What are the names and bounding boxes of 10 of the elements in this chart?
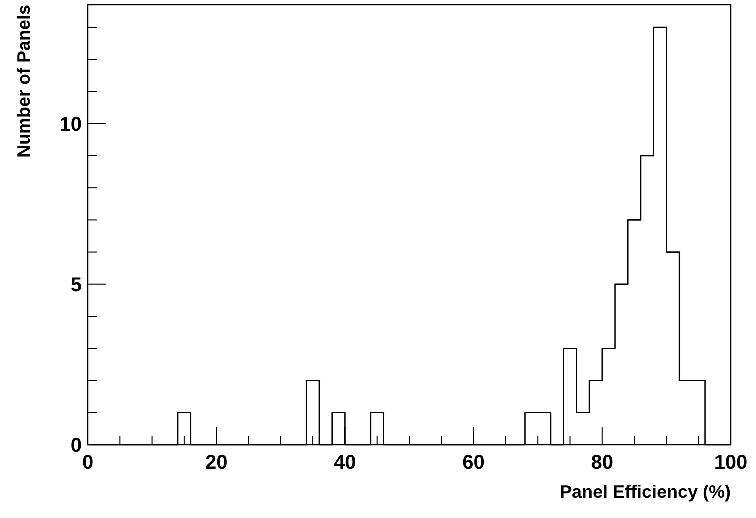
x-axis-title: Panel Efficiency (%) — [560, 482, 731, 502]
x-tick-label: 60 — [462, 452, 485, 474]
x-tick-label: 20 — [205, 452, 228, 474]
x-tick-label: 40 — [334, 452, 356, 474]
y-tick-label: 10 — [60, 114, 82, 136]
x-tick-label: 100 — [714, 452, 748, 474]
y-axis-title: Number of Panels — [14, 5, 34, 158]
y-tick-label: 0 — [70, 435, 82, 457]
x-tick-label: 80 — [591, 452, 614, 474]
y-tick-label: 5 — [70, 274, 82, 296]
